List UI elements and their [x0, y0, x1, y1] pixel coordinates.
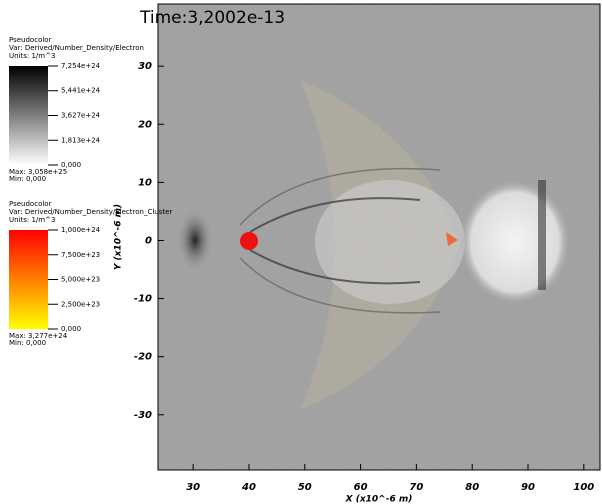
x-tick-label: 80 — [465, 482, 479, 493]
colorbar-tick-label: 5,441e+24 — [61, 87, 101, 95]
x-tick-label: 50 — [298, 482, 312, 493]
legend-units: Units: 1/m^3 — [9, 52, 55, 60]
x-tick-label: 30 — [186, 482, 200, 493]
colorbar — [9, 230, 48, 329]
colorbar-tick-label: 1,813e+24 — [61, 136, 101, 144]
colorbar-tick-label: 5,000e+23 — [61, 276, 100, 284]
colorbar-tick-label: 7,254e+24 — [61, 62, 101, 70]
legend-heading: Pseudocolor — [9, 36, 52, 44]
legend-heading: Pseudocolor — [9, 200, 52, 208]
y-tick-label: 20 — [138, 119, 152, 130]
y-tick-label: 10 — [138, 177, 152, 188]
legend-min: Min: 0,000 — [9, 339, 46, 347]
colorbar-tick-label: 1,000e+24 — [61, 226, 101, 234]
y-tick-label: -10 — [134, 294, 152, 305]
field-image — [158, 4, 600, 470]
visit-window: Time:3,2002e-13 X (x10^-6 m) Y (x10^-6 m… — [0, 0, 602, 504]
y-tick-label: -30 — [134, 410, 152, 421]
y-tick-label: 0 — [145, 235, 152, 246]
legend-var: Var: Derived/Number_Density/Electron — [9, 44, 144, 52]
colorbar-tick-label: 2,500e+23 — [61, 300, 100, 308]
colorbar-tick-label: 7,500e+23 — [61, 251, 100, 259]
legend-units: Units: 1/m^3 — [9, 216, 55, 224]
legend-var: Var: Derived/Number_Density/Electron_Clu… — [9, 208, 172, 216]
y-tick-label: -20 — [134, 352, 152, 363]
x-tick-label: 60 — [354, 482, 368, 493]
colorbar — [9, 66, 48, 165]
x-tick-label: 100 — [573, 482, 594, 493]
legend-min: Min: 0,000 — [9, 175, 46, 183]
y-tick-label: 30 — [138, 61, 152, 72]
x-tick-label: 90 — [521, 482, 535, 493]
x-tick-label: 40 — [241, 482, 256, 493]
x-tick-label: 70 — [409, 482, 423, 493]
chart-title: Time:3,2002e-13 — [139, 8, 285, 28]
x-axis-label: X (x10^-6 m) — [345, 495, 413, 504]
colorbar-tick-label: 3,627e+24 — [61, 112, 101, 120]
